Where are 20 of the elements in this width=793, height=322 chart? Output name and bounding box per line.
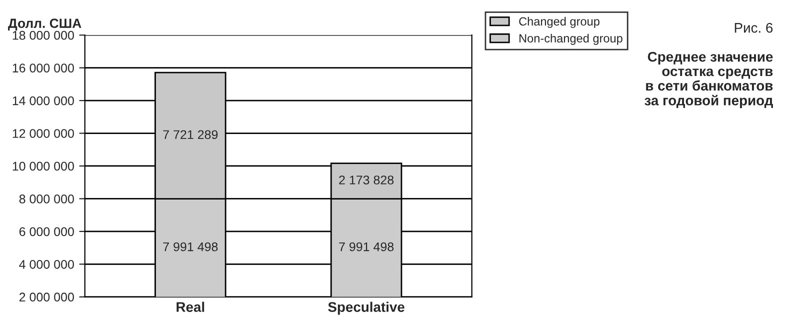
y-tick-label: 4 000 000 xyxy=(19,260,74,269)
data-label: 7 721 289 xyxy=(163,130,218,140)
y-tick-label: 10 000 000 xyxy=(12,162,74,171)
y-tick-label: 16 000 000 xyxy=(12,64,74,72)
y-tick-label: 12 000 000 xyxy=(12,129,74,138)
data-label: 7 991 498 xyxy=(163,242,218,252)
data-label: 2 173 828 xyxy=(339,176,394,184)
y-tick-label: 18 000 000 xyxy=(12,30,74,40)
x-tick-label: Speculative xyxy=(328,302,404,315)
y-tick-label: 14 000 000 xyxy=(12,96,74,106)
y-tick-label: 8 000 000 xyxy=(19,194,74,204)
y-axis-title: Долл. США xyxy=(8,18,82,30)
data-label: 7 991 498 xyxy=(339,242,394,252)
legend-label: Changed group xyxy=(519,16,600,28)
text: Рис. 6 xyxy=(734,22,773,33)
x-tick-label: Real xyxy=(176,302,204,312)
y-tick-label: 6 000 000 xyxy=(19,227,74,236)
legend-label: Non-changed group xyxy=(520,34,622,45)
text: Среднее значение остатка средств в сети банкоматов за годовой период xyxy=(644,52,773,108)
y-tick-label: 2 000 000 xyxy=(19,292,74,302)
